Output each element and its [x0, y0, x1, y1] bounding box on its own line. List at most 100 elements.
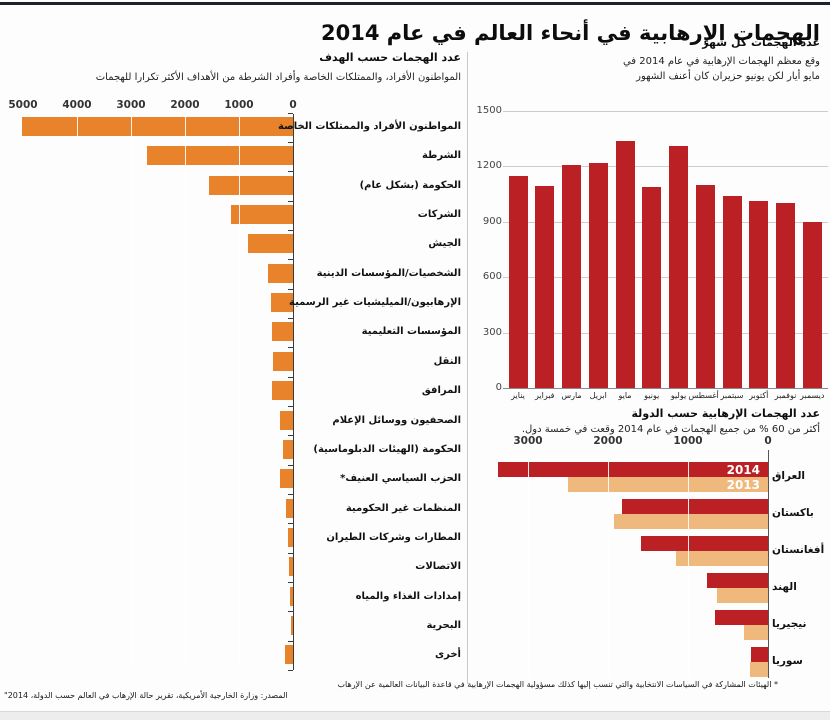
country-bar-2013 [676, 550, 768, 566]
target-axis-tick [288, 552, 293, 554]
monthly-y-tick: 0 [495, 382, 502, 393]
country-x-tick: 1000 [673, 435, 703, 447]
target-axis-tick [288, 288, 293, 290]
target-x-tick: 4000 [62, 99, 92, 111]
target-chart-subtitle: المواطنون الأفراد، والممتلكات الخاصة وأف… [95, 72, 461, 83]
monthly-x-label: يونيو [644, 391, 660, 400]
monthly-y-tick: 1500 [476, 105, 502, 116]
target-axis-tick [288, 317, 293, 319]
monthly-bar [695, 185, 715, 388]
target-bar [288, 527, 293, 547]
country-x-tick: 2000 [593, 435, 623, 447]
monthly-bar [749, 201, 769, 388]
target-bar [280, 469, 293, 489]
monthly-x-label: فبراير [534, 391, 555, 400]
footnote-source: المصدر: وزارة الخارجية الأمريكية، تقرير … [4, 691, 288, 700]
target-bar [268, 263, 293, 283]
country-bar-2014 [715, 609, 768, 625]
top-rule [0, 2, 830, 5]
monthly-x-label: مايو [618, 391, 632, 400]
target-x-tick: 1000 [224, 99, 254, 111]
monthly-baseline [503, 388, 828, 389]
target-chart-title: عدد الهجمات حسب الهدف [319, 51, 461, 64]
country-name-label: باكستان [772, 506, 814, 519]
monthly-bar [776, 203, 795, 388]
monthly-bar [508, 176, 528, 388]
target-axis-tick [288, 611, 293, 613]
target-axis-tick [288, 112, 293, 114]
monthly-chart-title: عدد الهجمات كل شهر [702, 36, 820, 49]
target-bar-label: الشخصيات/المؤسسات الدينية [316, 267, 461, 279]
target-bar-label: الحكومة (بشكل عام) [359, 179, 461, 191]
monthly-bar [588, 163, 608, 388]
target-bar [147, 146, 293, 166]
target-bar-label: الاتصالات [415, 561, 461, 573]
country-bar-2014 [641, 535, 768, 551]
target-axis-tick [288, 229, 293, 231]
monthly-y-tick: 1200 [476, 160, 502, 172]
target-bar [272, 381, 293, 401]
monthly-y-tick: 300 [482, 326, 502, 338]
monthly-y-tick: 600 [482, 271, 502, 283]
target-bar [289, 557, 293, 577]
footnote-asterisk: * الهيئات المشاركة في السياسات الانتخابي… [337, 680, 779, 689]
monthly-x-label: ديسمبر [800, 391, 825, 400]
target-x-tick: 5000 [8, 99, 38, 111]
country-bar-2014 [707, 572, 768, 588]
target-axis-tick [288, 464, 293, 466]
target-bar [272, 322, 293, 342]
country-white-gridline [528, 455, 529, 678]
target-bar-label: المواطنون الأفراد والممتلكات الخاصة [278, 121, 461, 132]
country-chart-title: عدد الهجمات الإرهابية حسب الدولة [631, 407, 820, 420]
target-bar-label: إمدادات الغذاء والمياه [355, 590, 461, 602]
target-white-gridline [185, 115, 186, 667]
target-bar-label: الشرطة [421, 150, 461, 162]
target-x-tick: 0 [289, 99, 297, 111]
monthly-bar [615, 141, 635, 388]
country-name-label: أفغانستان [772, 543, 825, 556]
country-bar-2013 [744, 624, 768, 640]
country-x-tick: 3000 [513, 435, 543, 447]
target-bar [209, 175, 293, 195]
monthly-y-tick: 900 [482, 215, 502, 227]
target-bar-label: البحرية [426, 619, 461, 631]
monthly-gridline [503, 332, 828, 334]
target-bar-label: الحزب السياسي العنيف* [340, 473, 461, 485]
monthly-x-label: أكتوبر [749, 391, 769, 400]
target-bar [290, 586, 293, 606]
country-zero-axis [768, 450, 769, 678]
target-bar-label: المرافق [421, 385, 461, 397]
country-bar-2013 [717, 587, 768, 603]
target-bar-label: الجيش [428, 238, 461, 250]
country-white-gridline [608, 455, 609, 678]
monthly-x-label: سبتمبر [720, 391, 744, 400]
target-bar [285, 645, 293, 665]
country-bar-2014 [622, 498, 768, 514]
target-bar [280, 410, 293, 430]
monthly-x-label: يناير [511, 391, 525, 400]
monthly-x-label: نوفمبر [774, 391, 797, 400]
target-bar [283, 439, 293, 459]
target-bar [273, 351, 293, 371]
bottom-strip [0, 711, 830, 720]
monthly-bar [669, 146, 688, 388]
target-bar-label: الصحفيون ووسائل الإعلام [332, 414, 461, 426]
target-bar [22, 117, 293, 136]
country-x-tick: 0 [764, 435, 772, 447]
monthly-bar [535, 186, 555, 388]
country-bar-2013 [568, 477, 768, 492]
monthly-chart-subtitle: وقع معظم الهجمات الإرهابية في عام 2014 ف… [622, 56, 820, 82]
country-name-label: نيجيريا [772, 617, 807, 630]
monthly-gridline [503, 111, 828, 112]
monthly-x-label: ابريل [589, 391, 607, 400]
monthly-x-label: أغسطس [688, 391, 719, 400]
target-x-tick: 3000 [116, 99, 146, 111]
target-axis-tick [288, 494, 293, 496]
target-bar [291, 615, 293, 635]
country-chart-subtitle: أكثر من 60 % من جميع الهجمات في عام 2014… [521, 424, 820, 435]
target-bar [231, 205, 293, 225]
country-name-label: سوريا [772, 654, 803, 667]
target-bar-label: أخرى [434, 649, 461, 661]
country-name-label: الهند [772, 580, 797, 593]
